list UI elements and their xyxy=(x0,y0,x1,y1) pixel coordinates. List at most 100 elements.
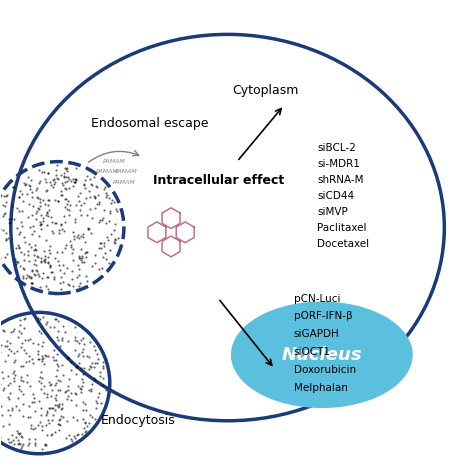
Point xyxy=(45,206,53,214)
Point xyxy=(5,215,12,223)
Point xyxy=(76,206,84,213)
Point xyxy=(25,273,33,281)
Point xyxy=(85,187,93,195)
Point xyxy=(23,349,30,356)
Point xyxy=(25,273,33,280)
Point xyxy=(54,376,62,384)
Point xyxy=(111,220,119,228)
Point xyxy=(43,431,51,439)
Point xyxy=(25,435,33,443)
Point xyxy=(73,273,81,281)
Point xyxy=(26,414,34,421)
Point xyxy=(0,422,7,430)
Point xyxy=(88,214,95,221)
Point xyxy=(63,395,71,402)
Point xyxy=(0,386,6,393)
Point xyxy=(27,279,35,287)
Point xyxy=(13,204,21,211)
Point xyxy=(100,239,108,246)
Point xyxy=(64,167,71,175)
Point xyxy=(68,435,75,443)
Point xyxy=(74,430,82,438)
Point xyxy=(12,402,20,410)
Point xyxy=(13,260,20,268)
Text: PAMAM: PAMAM xyxy=(96,169,119,173)
Point xyxy=(32,435,39,442)
Point xyxy=(4,406,12,414)
Point xyxy=(50,346,58,354)
Point xyxy=(39,218,46,225)
Point xyxy=(57,405,65,413)
Point xyxy=(25,257,33,265)
Point xyxy=(41,175,48,183)
Point xyxy=(14,429,22,437)
Point xyxy=(44,258,52,266)
Point xyxy=(54,386,62,393)
Point xyxy=(15,230,22,237)
Point xyxy=(17,219,25,226)
Point xyxy=(67,389,75,397)
Point xyxy=(46,178,54,186)
Point xyxy=(39,196,46,204)
Point xyxy=(37,411,45,419)
Point xyxy=(39,313,47,320)
Text: pCN-Luci: pCN-Luci xyxy=(293,293,340,303)
Point xyxy=(25,413,32,420)
Point xyxy=(14,333,21,340)
Point xyxy=(38,274,46,282)
Point xyxy=(29,340,37,347)
Point xyxy=(86,365,93,373)
Point xyxy=(6,339,14,347)
Point xyxy=(49,404,57,412)
Point xyxy=(110,198,118,206)
Point xyxy=(11,255,18,263)
Point xyxy=(51,401,58,409)
Point xyxy=(75,339,83,346)
Point xyxy=(35,166,43,174)
Text: siOCT1: siOCT1 xyxy=(293,347,330,357)
Point xyxy=(61,244,69,251)
Point xyxy=(55,417,63,424)
Point xyxy=(108,230,115,237)
Point xyxy=(67,396,75,404)
Point xyxy=(108,196,116,203)
Point xyxy=(77,233,85,240)
Point xyxy=(45,197,52,204)
Point xyxy=(60,371,67,379)
Point xyxy=(31,407,38,414)
Point xyxy=(53,360,61,368)
Point xyxy=(25,439,33,447)
Point xyxy=(87,229,95,237)
Point xyxy=(71,324,79,331)
Point xyxy=(13,347,20,355)
Point xyxy=(52,196,59,204)
Point xyxy=(64,354,72,361)
Point xyxy=(82,427,90,435)
Point xyxy=(51,428,59,436)
Point xyxy=(45,196,53,204)
Point xyxy=(68,366,75,374)
Point xyxy=(38,426,46,434)
Point xyxy=(83,352,91,360)
Point xyxy=(44,353,52,360)
Point xyxy=(63,164,70,172)
Point xyxy=(27,274,35,282)
Point xyxy=(17,387,25,395)
Point xyxy=(43,319,51,326)
Point xyxy=(30,228,38,235)
Point xyxy=(77,201,84,209)
Point xyxy=(80,199,87,207)
Point xyxy=(6,438,13,446)
Point xyxy=(81,180,88,188)
Point xyxy=(35,273,43,280)
Point xyxy=(18,208,26,215)
Point xyxy=(16,440,24,447)
Point xyxy=(0,374,7,382)
Text: Doxorubicin: Doxorubicin xyxy=(293,365,356,375)
Point xyxy=(32,266,40,273)
Point xyxy=(4,250,11,258)
Point xyxy=(57,220,64,228)
Point xyxy=(65,211,73,219)
Point xyxy=(106,209,114,217)
Point xyxy=(87,387,95,394)
